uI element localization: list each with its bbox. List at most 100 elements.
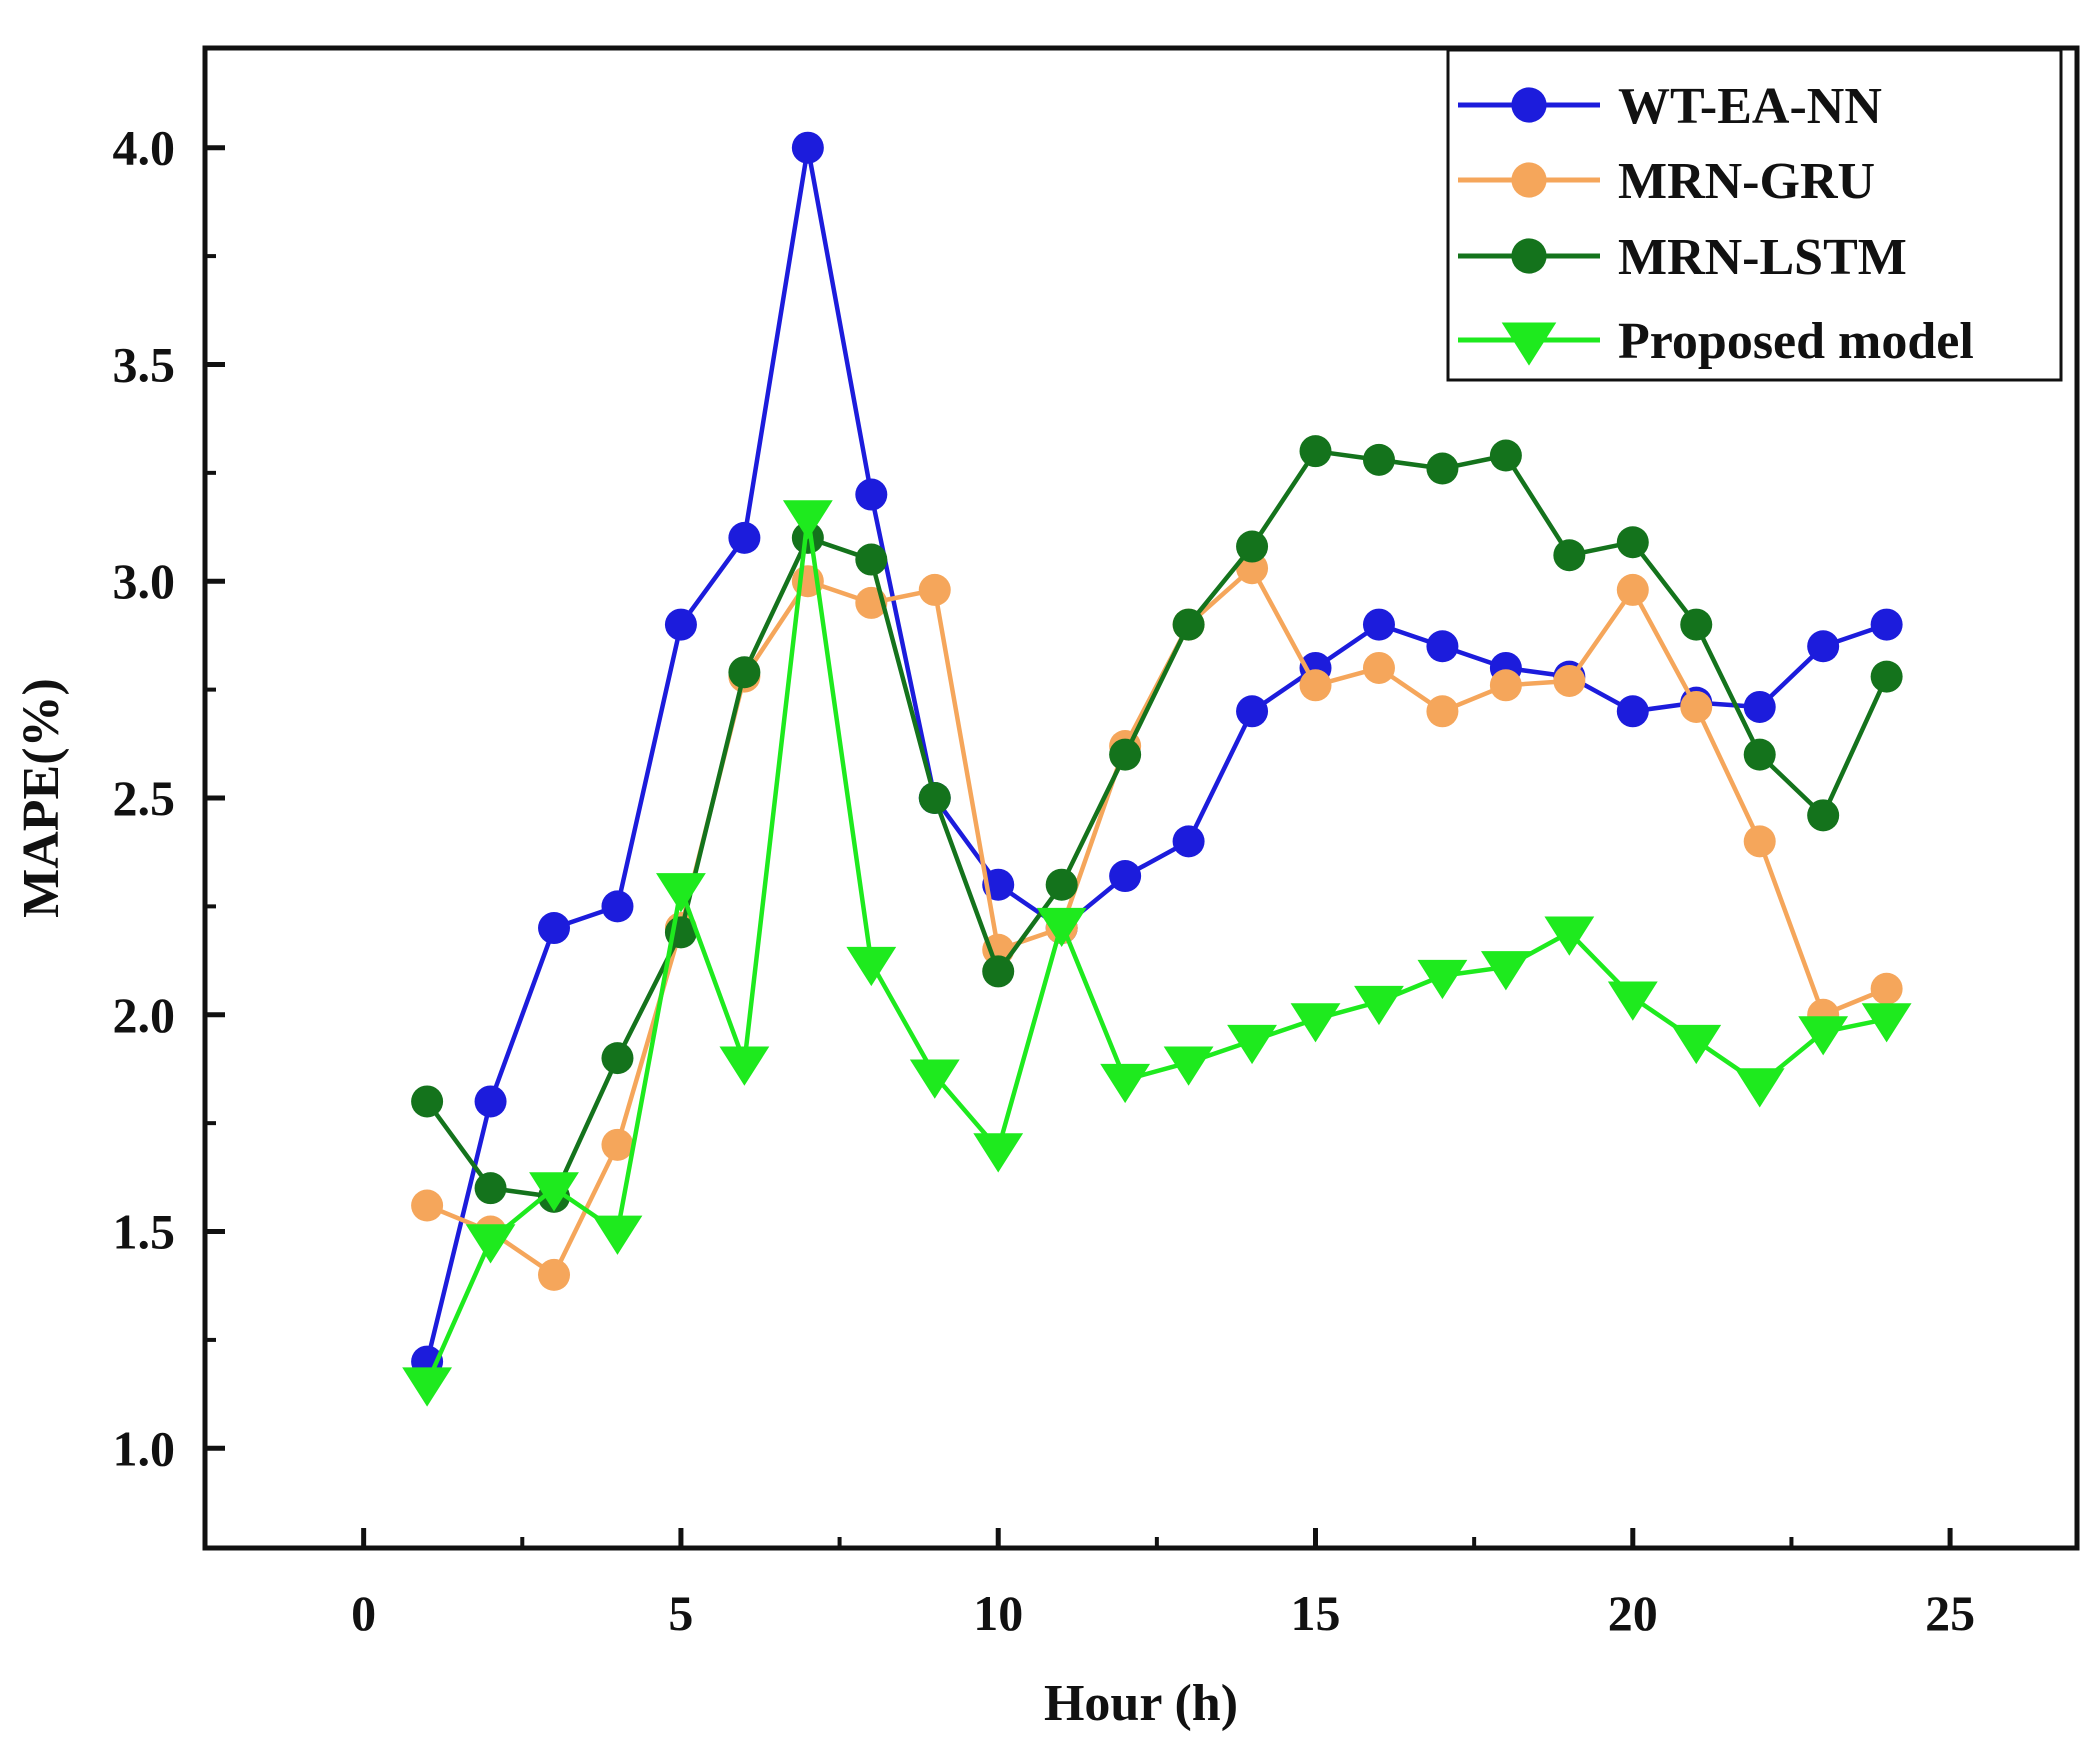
data-point-proposed-model [1417, 959, 1468, 1000]
data-point-mrn-gru [1426, 695, 1459, 728]
data-point-wt-ea-nn [538, 912, 571, 945]
data-point-proposed-model [1607, 981, 1658, 1021]
data-point-mrn-lstm [1109, 738, 1142, 771]
data-point-mrn-gru [1616, 573, 1649, 606]
data-point-mrn-gru [1553, 664, 1586, 697]
x-axis-title: Hour (h) [1044, 1675, 1238, 1732]
data-point-mrn-gru [1362, 651, 1395, 684]
data-point-mrn-lstm [1807, 799, 1840, 832]
x-tick-label: 10 [973, 1585, 1023, 1641]
data-point-proposed-model [1861, 1003, 1912, 1043]
data-point-proposed-model [529, 1172, 579, 1212]
data-point-wt-ea-nn [474, 1085, 507, 1118]
data-point-mrn-lstm [1426, 452, 1459, 485]
data-point-wt-ea-nn [1870, 608, 1903, 641]
data-point-wt-ea-nn [1109, 860, 1142, 893]
data-point-proposed-model [656, 873, 706, 913]
data-point-mrn-lstm [1616, 526, 1649, 559]
legend-marker-proposed-model [1501, 322, 1557, 366]
data-point-wt-ea-nn [664, 608, 697, 641]
data-point-proposed-model [909, 1059, 960, 1099]
data-point-mrn-lstm [1362, 443, 1395, 476]
legend: WT-EA-NN MRN-GRU MRN-LSTM Proposed model [1446, 48, 2063, 382]
data-point-proposed-model [1671, 1024, 1722, 1065]
data-point-wt-ea-nn [728, 521, 761, 554]
series-proposed-model [402, 500, 1912, 1407]
legend-marker-mrn-gru [1511, 162, 1547, 198]
data-point-proposed-model [1036, 907, 1087, 948]
data-point-wt-ea-nn [1426, 630, 1459, 663]
y-tick-label: 1.5 [113, 1204, 176, 1260]
data-point-mrn-gru [1299, 669, 1332, 702]
x-tick-label: 0 [351, 1585, 376, 1641]
data-point-proposed-model [782, 500, 833, 540]
data-point-mrn-lstm [728, 656, 761, 689]
data-point-mrn-gru [538, 1258, 571, 1291]
y-axis: 1.0 1.5 2.0 2.5 3.0 3.5 4.0 [113, 120, 225, 1476]
data-point-mrn-lstm [1489, 439, 1522, 472]
y-tick-label: 3.0 [113, 553, 176, 609]
legend-marker-mrn-lstm [1511, 238, 1547, 274]
y-tick-label: 2.5 [113, 770, 176, 826]
data-point-mrn-gru [1680, 690, 1713, 723]
legend-label-wt-ea-nn: WT-EA-NN [1618, 78, 1882, 135]
legend-marker-wt-ea-nn [1511, 87, 1547, 123]
data-point-proposed-model [719, 1046, 770, 1086]
data-point-mrn-lstm [1172, 608, 1205, 641]
data-point-proposed-model [465, 1224, 516, 1264]
data-point-mrn-gru [1870, 972, 1903, 1005]
data-point-wt-ea-nn [601, 890, 634, 923]
data-point-mrn-lstm [474, 1172, 507, 1205]
data-point-proposed-model [1163, 1046, 1214, 1086]
data-point-mrn-gru [601, 1128, 634, 1161]
data-point-mrn-gru [411, 1189, 444, 1222]
data-point-proposed-model [1544, 916, 1595, 956]
data-point-proposed-model [973, 1133, 1024, 1173]
data-point-proposed-model [1798, 1016, 1849, 1056]
data-point-wt-ea-nn [791, 131, 824, 164]
data-point-proposed-model [1227, 1024, 1277, 1065]
x-tick-label: 25 [1925, 1585, 1975, 1641]
data-point-mrn-gru [1489, 669, 1522, 702]
data-point-mrn-lstm [1553, 539, 1586, 572]
legend-label-mrn-gru: MRN-GRU [1618, 153, 1875, 210]
data-point-mrn-gru [918, 573, 951, 606]
x-axis: 0 5 10 15 20 25 [351, 1528, 1975, 1641]
data-point-proposed-model [1290, 1003, 1341, 1043]
data-point-mrn-lstm [1680, 608, 1713, 641]
data-point-mrn-lstm [918, 782, 951, 814]
y-axis-title: MAPE(%) [13, 678, 70, 918]
series-layer [402, 131, 1912, 1407]
data-point-wt-ea-nn [1807, 630, 1840, 663]
data-point-mrn-lstm [1045, 868, 1078, 901]
data-point-mrn-lstm [1870, 660, 1903, 693]
x-tick-label: 20 [1608, 1585, 1658, 1641]
legend-label-mrn-lstm: MRN-LSTM [1618, 229, 1907, 286]
x-tick-label: 15 [1291, 1585, 1341, 1641]
data-point-proposed-model [1480, 951, 1531, 991]
data-point-wt-ea-nn [1172, 825, 1205, 858]
data-point-proposed-model [846, 946, 897, 987]
data-point-proposed-model [402, 1367, 453, 1407]
y-tick-label: 3.5 [113, 336, 176, 392]
y-tick-label: 1.0 [113, 1420, 176, 1476]
data-point-mrn-gru [1743, 825, 1776, 858]
data-point-wt-ea-nn [855, 478, 888, 511]
y-tick-label: 4.0 [113, 120, 176, 176]
data-point-proposed-model [592, 1215, 643, 1255]
data-point-mrn-lstm [1299, 435, 1332, 468]
series-line-proposed-model [425, 513, 1888, 1385]
x-tick-label: 5 [668, 1585, 693, 1641]
data-point-mrn-lstm [601, 1042, 634, 1075]
y-tick-label: 2.0 [113, 987, 176, 1043]
data-point-wt-ea-nn [1743, 690, 1776, 723]
data-point-proposed-model [1354, 985, 1404, 1026]
legend-label-proposed-model: Proposed model [1618, 313, 1974, 370]
data-point-mrn-lstm [982, 955, 1015, 988]
data-point-wt-ea-nn [1616, 695, 1649, 728]
data-point-proposed-model [1100, 1063, 1151, 1104]
data-point-mrn-lstm [855, 543, 888, 576]
data-point-mrn-lstm [1743, 738, 1776, 771]
data-point-proposed-model [1734, 1068, 1785, 1108]
